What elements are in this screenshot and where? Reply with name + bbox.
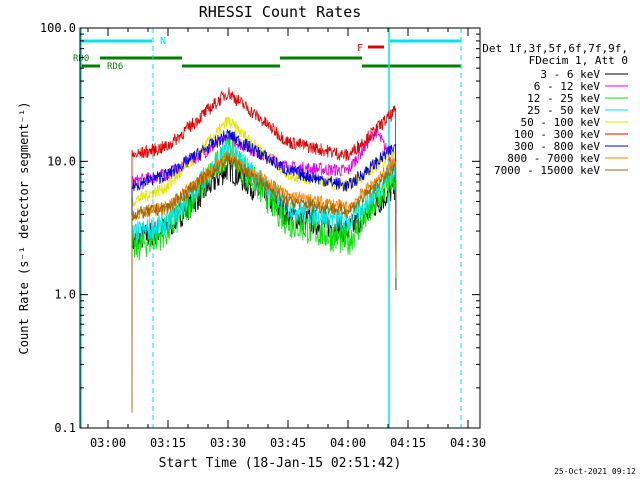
flag-bars: NFRD0RD6 bbox=[73, 36, 461, 72]
legend-entry-label: 7000 - 15000 keV bbox=[494, 164, 600, 177]
x-tick-label: 03:15 bbox=[150, 436, 186, 450]
plot-frame bbox=[79, 27, 481, 429]
chart-title: RHESSI Count Rates bbox=[199, 3, 362, 21]
x-axis-label: Start Time (18-Jan-15 02:51:42) bbox=[159, 456, 402, 471]
flare-flag-label: F bbox=[357, 43, 363, 54]
legend: Det 1f,3f,5f,6f,7f,9f, FDecim 1, Att 0 3… bbox=[482, 42, 628, 177]
series-line bbox=[131, 116, 397, 375]
legend-entry-label: 800 - 7000 keV bbox=[507, 152, 600, 165]
y-axis-ticks: 0.1 1.0 10.0 100.0 bbox=[40, 21, 480, 435]
y-tick-label: 10.0 bbox=[47, 154, 76, 168]
legend-entry-label: 6 - 12 keV bbox=[534, 80, 601, 93]
legend-entry-label: 50 - 100 keV bbox=[521, 116, 601, 129]
y-axis-label: Count Rate (s⁻¹ detector segment⁻¹) bbox=[17, 102, 31, 355]
x-tick-label: 04:15 bbox=[390, 436, 426, 450]
legend-header-line-2: FDecim 1, Att 0 bbox=[529, 54, 628, 67]
x-tick-label: 03:00 bbox=[90, 436, 126, 450]
y-tick-label: 1.0 bbox=[54, 288, 76, 302]
y-tick-label: 0.1 bbox=[54, 421, 76, 435]
series-line bbox=[131, 129, 397, 375]
timestamp: 25-Oct-2021 09:12 bbox=[554, 467, 636, 476]
legend-entry-label: 12 - 25 keV bbox=[527, 92, 600, 105]
night-flag-label: N bbox=[160, 36, 166, 47]
series-line bbox=[131, 87, 397, 338]
x-tick-label: 04:00 bbox=[330, 436, 366, 450]
legend-entry-label: 25 - 50 keV bbox=[527, 104, 600, 117]
x-tick-label: 04:30 bbox=[450, 436, 486, 450]
legend-entry-label: 300 - 800 keV bbox=[514, 140, 600, 153]
legend-header-line-1: Det 1f,3f,5f,6f,7f,9f, bbox=[482, 42, 628, 55]
series-group bbox=[131, 87, 397, 413]
legend-entry-label: 100 - 300 keV bbox=[514, 128, 600, 141]
legend-entry-label: 3 - 6 keV bbox=[540, 68, 600, 81]
x-tick-label: 03:45 bbox=[270, 436, 306, 450]
x-axis-ticks: 03:00 03:15 03:30 03:45 04:00 04:15 04:30 bbox=[87, 28, 486, 450]
y-tick-label: 100.0 bbox=[40, 21, 76, 35]
series-line bbox=[131, 152, 397, 413]
x-tick-label: 03:30 bbox=[210, 436, 246, 450]
rd6-flag-label: RD6 bbox=[107, 62, 123, 72]
